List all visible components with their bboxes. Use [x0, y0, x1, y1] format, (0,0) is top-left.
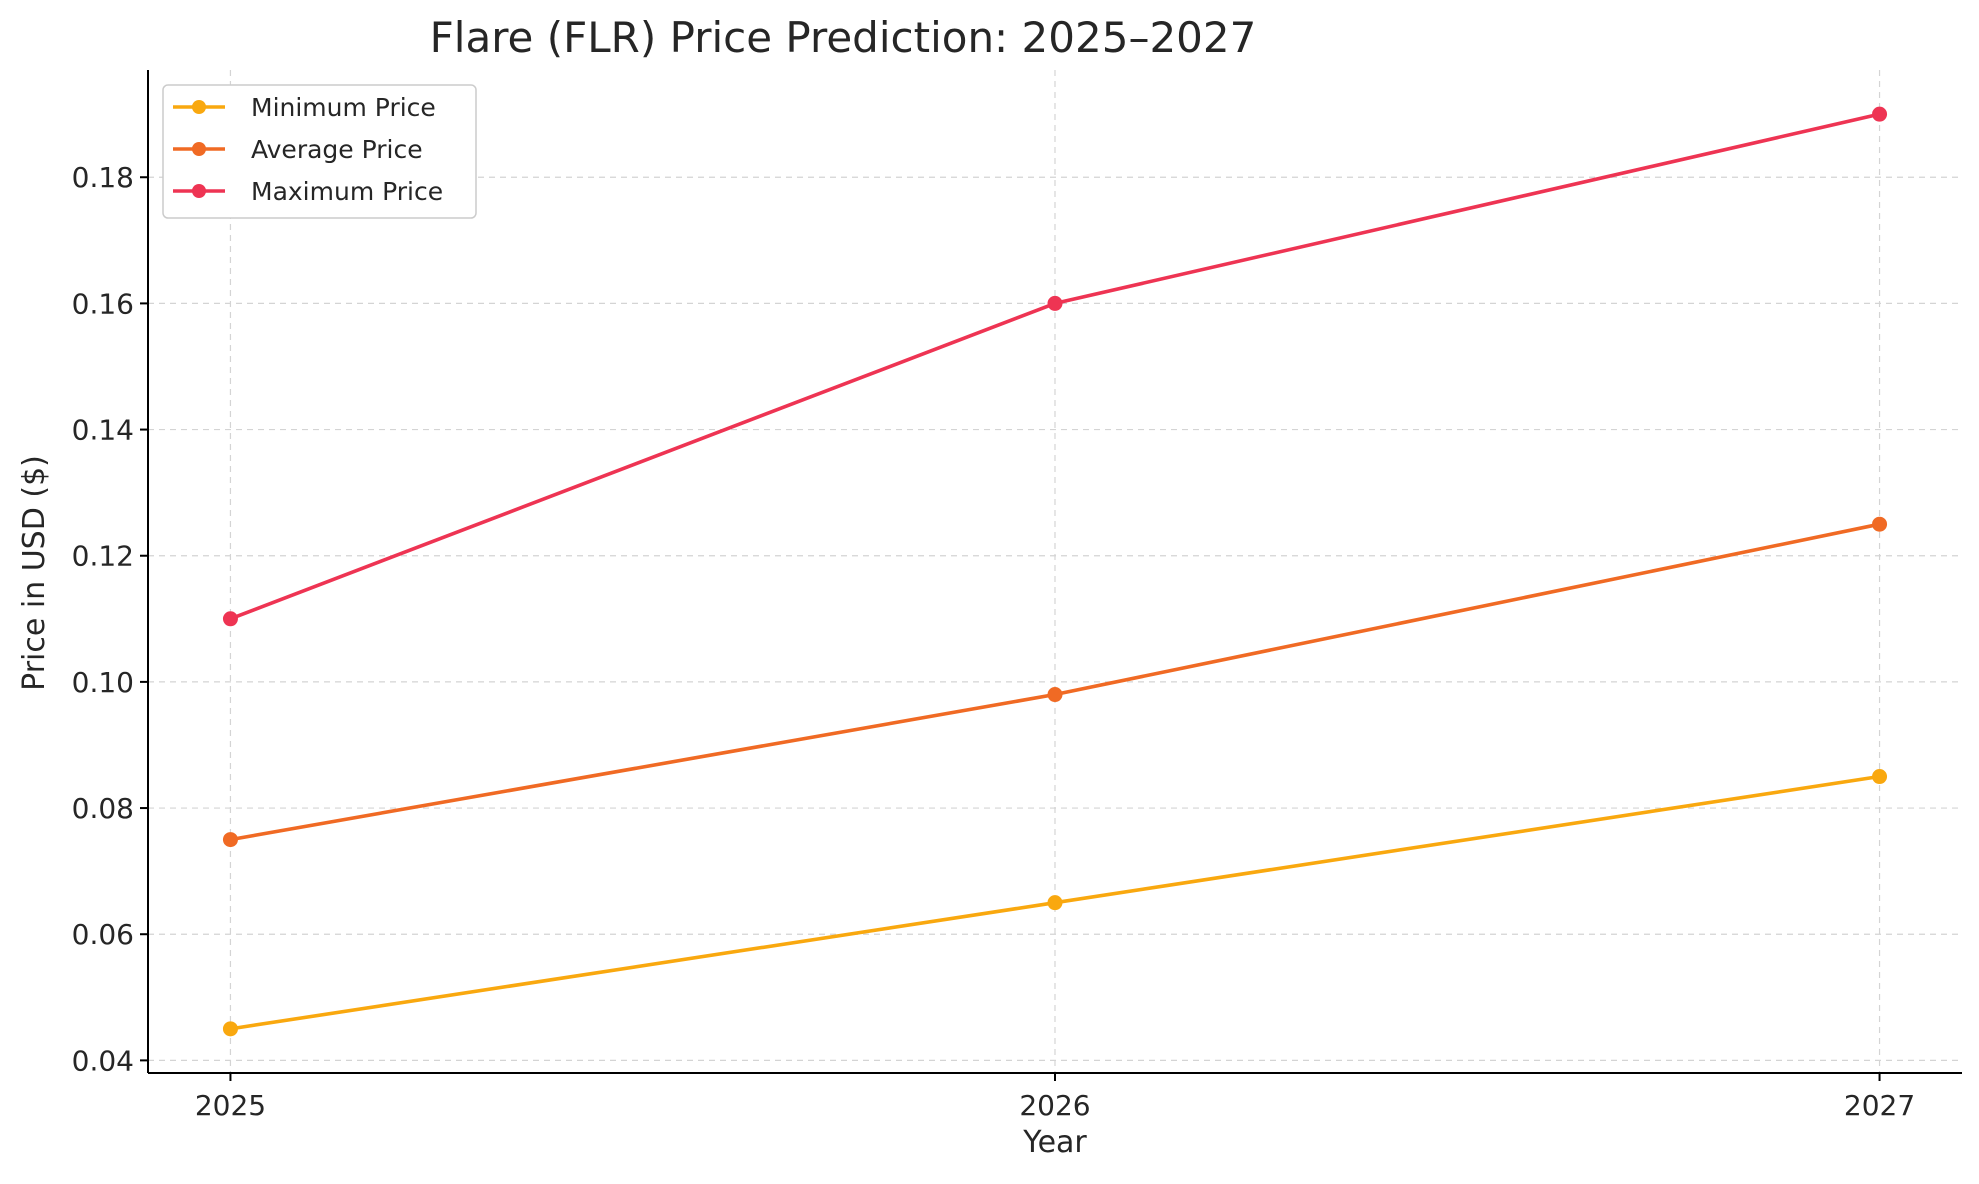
y-tick-label: 0.04 — [72, 1044, 134, 1077]
legend-label-maximum-price: Maximum Price — [251, 177, 443, 206]
data-point-average-price — [222, 832, 238, 848]
series-layer — [222, 106, 1888, 1037]
legend-entry-average-price: Average Price — [173, 135, 423, 164]
data-point-average-price — [1872, 516, 1888, 532]
data-point-minimum-price — [1047, 895, 1063, 911]
x-axis-title: Year — [1022, 1125, 1087, 1160]
y-tick-label: 0.06 — [72, 918, 134, 951]
y-tick-label: 0.18 — [72, 161, 134, 194]
series-average-price — [222, 516, 1888, 848]
ticks-layer: 0.04 0.06 0.08 0.10 0.12 0.14 0.16 0.18 2025 2026… — [72, 161, 1916, 1122]
series-maximum-price — [222, 106, 1888, 627]
legend-marker-maximum-price — [192, 184, 206, 198]
grid-layer — [148, 70, 1962, 1073]
x-tick-label: 2027 — [1844, 1089, 1915, 1122]
y-tick-label: 0.10 — [72, 666, 134, 699]
y-tick-label: 0.16 — [72, 287, 134, 320]
legend-entry-minimum-price: Minimum Price — [173, 93, 436, 122]
y-axis-title: Price in USD ($) — [17, 455, 52, 691]
legend-box — [162, 84, 477, 219]
series-minimum-price — [222, 769, 1888, 1037]
legend-entry-maximum-price: Maximum Price — [173, 177, 443, 206]
chart-title: Flare (FLR) Price Prediction: 2025–2027 — [430, 13, 1257, 62]
legend: Minimum Price Average Price Maximum Pric… — [162, 84, 477, 219]
data-point-maximum-price — [222, 611, 238, 627]
legend-label-average-price: Average Price — [251, 135, 423, 164]
data-point-maximum-price — [1047, 295, 1063, 311]
data-point-minimum-price — [1872, 769, 1888, 785]
x-tick-label: 2025 — [195, 1089, 266, 1122]
data-point-minimum-price — [222, 1021, 238, 1037]
x-tick-label: 2026 — [1019, 1089, 1090, 1122]
legend-marker-minimum-price — [192, 100, 206, 114]
y-tick-label: 0.12 — [72, 540, 134, 573]
y-tick-label: 0.14 — [72, 414, 134, 447]
data-point-maximum-price — [1872, 106, 1888, 122]
legend-label-minimum-price: Minimum Price — [251, 93, 436, 122]
y-tick-label: 0.08 — [72, 792, 134, 825]
legend-marker-average-price — [192, 142, 206, 156]
data-point-average-price — [1047, 687, 1063, 703]
